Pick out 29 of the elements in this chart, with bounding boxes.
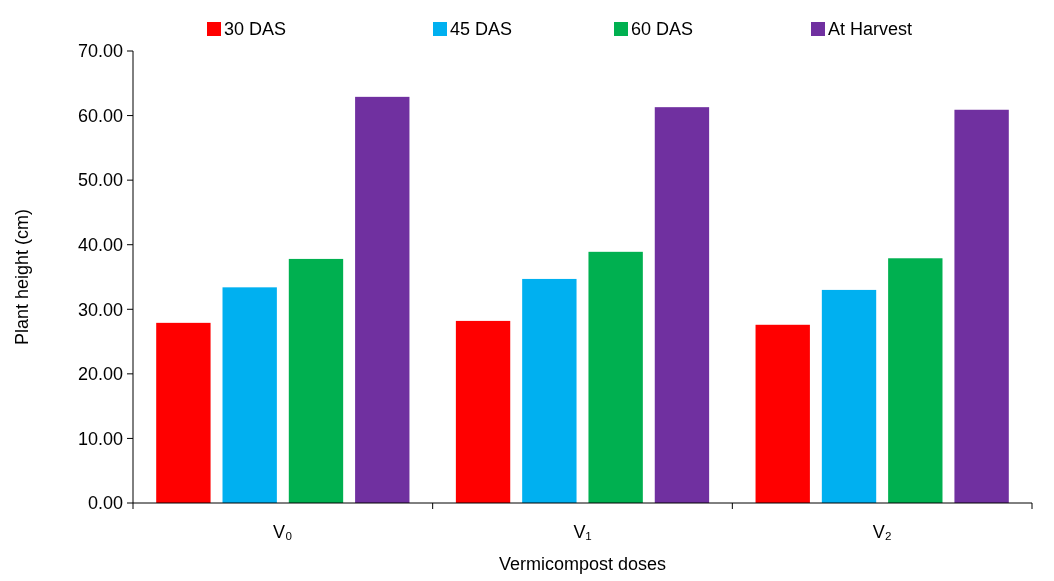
bar — [222, 287, 277, 503]
bar — [156, 322, 211, 503]
x-tick-label: V₁ — [573, 522, 592, 542]
y-tick-label: 10.00 — [77, 428, 123, 449]
x-tick-label: V₀ — [273, 522, 293, 542]
bar — [954, 109, 1009, 503]
y-tick-label: 30.00 — [77, 299, 123, 320]
y-tick-label: 0.00 — [87, 493, 123, 514]
x-axis-title: Vermicompost doses — [498, 554, 667, 574]
x-tick-label: V₂ — [872, 522, 892, 542]
y-tick-label: 70.00 — [77, 41, 123, 62]
y-tick-label: 20.00 — [77, 364, 123, 385]
bar — [821, 289, 877, 503]
y-tick-label: 40.00 — [77, 235, 123, 256]
legend-label: 45 DAS — [450, 19, 513, 40]
bar — [288, 258, 344, 503]
y-axis-title: Plant height (cm) — [12, 208, 32, 346]
bar — [755, 324, 810, 503]
bar — [888, 258, 943, 503]
legend-label: 30 DAS — [224, 19, 287, 40]
bar — [522, 278, 577, 503]
bar — [455, 320, 511, 503]
bar — [654, 107, 710, 503]
legend-label: At Harvest — [828, 19, 913, 40]
y-tick-label: 60.00 — [77, 105, 123, 126]
legend-label: 60 DAS — [631, 19, 694, 40]
y-tick-label: 50.00 — [77, 170, 123, 191]
bar — [588, 251, 643, 503]
bar — [355, 96, 410, 503]
